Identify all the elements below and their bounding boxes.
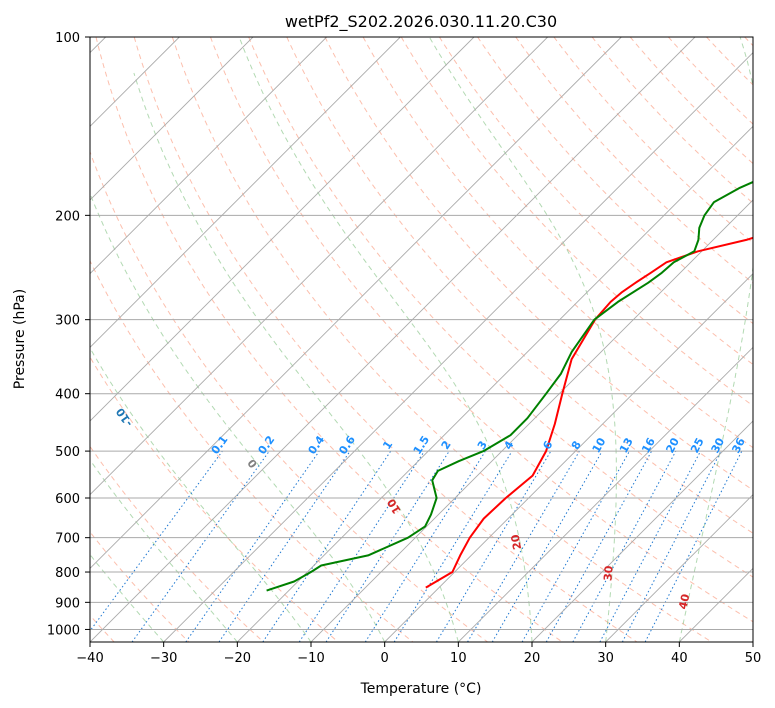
dry-adiabat (477, 37, 753, 325)
chart-title: wetPf2_S202.2026.030.11.20.C30 (285, 12, 557, 32)
isotherm (237, 125, 753, 642)
mixing-ratio-line (325, 450, 450, 642)
dry-adiabat (248, 37, 753, 578)
y-tick-label: 300 (55, 314, 80, 329)
isotherm (531, 420, 753, 642)
dewpoint-line (266, 180, 753, 592)
dry-adiabat (210, 37, 753, 623)
dry-adiabat (400, 37, 753, 407)
mixing-ratio-line (435, 450, 552, 642)
isotherm (90, 37, 327, 275)
x-axis-title: Temperature (°C) (360, 681, 482, 697)
plot-frame (89, 36, 754, 643)
moist-adiabat (238, 37, 533, 642)
dry-adiabat (171, 37, 712, 642)
x-tick-label: 30 (597, 651, 614, 666)
mixing-ratio-label: 30 (709, 435, 728, 455)
dry-adiabat (591, 37, 753, 204)
x-tick-label: 10 (450, 651, 467, 666)
mixing-ratio-line (491, 450, 603, 642)
isotherm (605, 494, 753, 642)
mixing-ratio-line (218, 450, 351, 642)
y-tick-label: 700 (55, 532, 80, 547)
dry-adiabats (90, 37, 753, 642)
isotherm (90, 37, 696, 642)
isotherm (458, 346, 753, 642)
isotherm (90, 37, 254, 201)
y-tick-label: 1000 (47, 623, 80, 638)
mixing-ratio-line (364, 450, 486, 642)
x-tick-label: 20 (524, 651, 541, 666)
moist-adiabat (90, 459, 238, 642)
mixing-ratio-label: 20 (663, 435, 682, 455)
mixing-ratio-label: 25 (688, 436, 707, 456)
mixing-ratio-line (572, 450, 677, 642)
y-tick-label: 900 (55, 596, 80, 611)
isotherm (90, 37, 548, 496)
isotherms (90, 37, 753, 642)
x-tick-label: 40 (671, 651, 688, 666)
mixing-ratio-line (393, 450, 513, 642)
moist-adiabat (90, 553, 165, 642)
y-tick-label: 400 (55, 388, 80, 403)
plot-area: -100-90-80-70-60-50-40-30-20-100.10.20.4… (90, 37, 753, 642)
moist-adiabat-label: 20 (508, 533, 524, 551)
dry-adiabat (90, 445, 264, 642)
moist-adiabat (133, 72, 459, 642)
isotherm (384, 273, 753, 642)
dry-adiabat (629, 37, 753, 165)
isotherm (163, 52, 753, 642)
x-tick-label: 0 (381, 651, 389, 666)
isobars (90, 37, 753, 630)
mixing-ratio-line (467, 450, 580, 642)
moist-adiabat-label: 40 (676, 592, 692, 610)
profile-series (266, 180, 753, 592)
y-tick-label: 600 (55, 492, 80, 507)
isotherm (90, 37, 475, 422)
y-axis-title: Pressure (hPa) (12, 289, 28, 389)
mixing-ratio-line (521, 450, 630, 642)
y-tick-label: 100 (55, 31, 80, 46)
moist-adiabat (428, 37, 617, 642)
mixing-ratio-lines (90, 450, 743, 642)
mixing-ratio-line (185, 450, 320, 642)
mixing-ratio-label: 13 (617, 436, 636, 456)
y-tick-label: 500 (55, 445, 80, 460)
dry-adiabat (133, 37, 638, 642)
isotherm (310, 199, 753, 642)
axes: −40 −30 −20 −10 0 10 20 30 40 50 1000 900 800 700 600 5… (47, 31, 761, 666)
x-tick-label: −30 (150, 651, 177, 666)
x-tick-label: 50 (745, 651, 762, 666)
dry-adiabat (515, 37, 753, 284)
x-tick-label: −40 (76, 651, 103, 666)
y-tick-label: 200 (55, 209, 80, 224)
dry-adiabat (95, 37, 563, 642)
dry-adiabat (362, 37, 753, 449)
x-tick-label: −20 (224, 651, 251, 666)
x-tick-label: −10 (297, 651, 324, 666)
y-tick-label: 800 (55, 566, 80, 581)
moist-adiabat-label: 30 (601, 565, 615, 582)
dry-adiabat (90, 259, 414, 642)
moist-adiabat (90, 347, 312, 642)
mixing-ratio-label: 36 (729, 435, 748, 455)
dry-adiabat (438, 37, 753, 366)
isotherm (90, 37, 622, 569)
dry-adiabat (90, 531, 190, 642)
temperature-line (425, 236, 753, 589)
isotherm (90, 37, 401, 348)
